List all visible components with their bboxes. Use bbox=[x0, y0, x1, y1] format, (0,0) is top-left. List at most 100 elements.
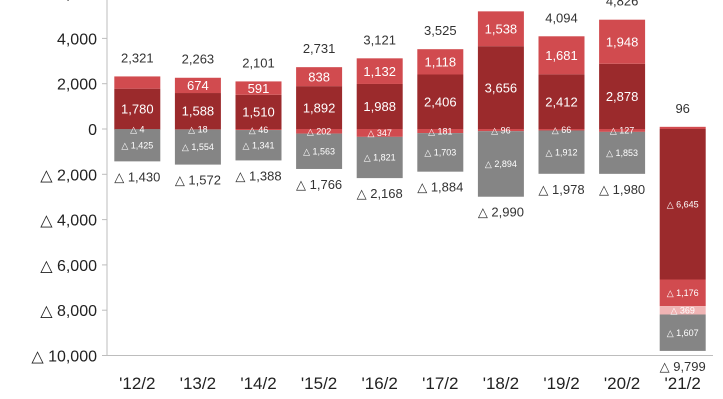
negative-total-label: △ 1,572 bbox=[175, 173, 221, 188]
segment-label: △ 1,607 bbox=[667, 328, 699, 338]
bar-segment bbox=[477, 129, 524, 132]
positive-total-label: 4,826 bbox=[606, 0, 639, 9]
segment-label: 1,780 bbox=[121, 102, 154, 117]
segment-label: △ 1,563 bbox=[303, 147, 335, 157]
segment-label: △ 6,645 bbox=[667, 199, 699, 209]
segment-label: △ 347 bbox=[367, 128, 391, 138]
segment-label: △ 202 bbox=[307, 127, 331, 137]
bar-segment bbox=[114, 129, 161, 162]
negative-total-label: △ 1,430 bbox=[114, 169, 160, 184]
segment-label: △ 96 bbox=[491, 125, 510, 135]
segment-label: △ 1,821 bbox=[364, 153, 396, 163]
bar-segment bbox=[538, 130, 585, 174]
negative-total-label: △ 1,884 bbox=[417, 180, 463, 195]
bar-segment bbox=[114, 88, 161, 129]
segment-label: △ 46 bbox=[249, 125, 268, 135]
bars bbox=[114, 11, 706, 351]
bar-segment bbox=[417, 129, 464, 134]
segment-label: 838 bbox=[308, 69, 330, 84]
negative-total-label: △ 1,980 bbox=[599, 182, 645, 197]
bar-segment bbox=[659, 279, 706, 307]
segment-label: 1,948 bbox=[606, 34, 639, 49]
segment-label: △ 2,894 bbox=[485, 159, 517, 169]
positive-total-label: 2,321 bbox=[121, 50, 154, 65]
bar-segment bbox=[659, 129, 706, 280]
x-tick-label: '14/2 bbox=[240, 374, 276, 393]
bar-segment bbox=[417, 74, 464, 129]
segment-label: △ 1,176 bbox=[667, 288, 699, 298]
segment-label: 3,656 bbox=[485, 80, 518, 95]
x-tick-label: '12/2 bbox=[119, 374, 155, 393]
bar-segment bbox=[659, 314, 706, 351]
x-tick-label: '13/2 bbox=[180, 374, 216, 393]
negative-total-label: △ 2,990 bbox=[478, 205, 524, 220]
y-tick-label: 4,000 bbox=[57, 31, 97, 48]
y-tick-label: △ 10,000 bbox=[31, 349, 97, 366]
segment-label: 1,588 bbox=[182, 104, 215, 119]
negative-total-label: △ 1,978 bbox=[538, 182, 584, 197]
negative-total-label: △ 2,168 bbox=[357, 186, 403, 201]
segment-label: 1,510 bbox=[242, 105, 275, 120]
bar-segment bbox=[114, 76, 161, 89]
segment-label: 1,892 bbox=[303, 100, 336, 115]
bar-segment bbox=[417, 133, 464, 172]
bar-segment bbox=[599, 63, 646, 129]
segment-label: △ 1,853 bbox=[606, 148, 638, 158]
segment-label: 2,406 bbox=[424, 94, 457, 109]
bar-segment bbox=[296, 86, 343, 129]
bar-segment bbox=[235, 94, 282, 129]
x-tick-label: '16/2 bbox=[362, 374, 398, 393]
data-labels: 1,780 △ 4 △ 1,425 2,321 △ 1,430 1,588 674 △ 18 △… bbox=[114, 0, 706, 374]
bar-segment bbox=[235, 81, 282, 95]
positive-total-label: 2,731 bbox=[303, 41, 336, 56]
segment-label: △ 1,341 bbox=[243, 140, 275, 150]
negative-total-label: △ 9,799 bbox=[660, 359, 706, 374]
segment-label: △ 1,554 bbox=[182, 142, 214, 152]
bar-segment bbox=[356, 58, 403, 84]
segment-label: △ 1,425 bbox=[121, 140, 153, 150]
segment-label: 591 bbox=[248, 81, 270, 96]
x-tick-label: '15/2 bbox=[301, 374, 337, 393]
y-tick-label: 6,000 bbox=[57, 0, 97, 3]
bar-segment bbox=[538, 74, 585, 129]
bar-segment bbox=[356, 136, 403, 179]
positive-total-label: 3,525 bbox=[424, 23, 457, 38]
negative-total-label: △ 1,766 bbox=[296, 177, 342, 192]
bar-segment bbox=[599, 129, 646, 132]
y-tick-label: △ 4,000 bbox=[40, 213, 97, 230]
bar-segment bbox=[659, 126, 706, 129]
y-axis: 6,000 4,000 2,000 0 △ 2,000 △ 4,000 △ 6,000 △ 8… bbox=[31, 0, 108, 366]
bar-segment bbox=[174, 77, 221, 94]
segment-label: △ 18 bbox=[188, 124, 207, 134]
bar-segment bbox=[296, 129, 343, 134]
segment-label: △ 127 bbox=[610, 126, 634, 136]
segment-label: 1,538 bbox=[485, 21, 518, 36]
segment-label: △ 66 bbox=[552, 125, 571, 135]
segment-label: 1,132 bbox=[363, 64, 396, 79]
y-tick-label: △ 2,000 bbox=[40, 167, 97, 184]
segment-label: 2,878 bbox=[606, 89, 639, 104]
y-tick-label: 2,000 bbox=[57, 77, 97, 94]
positive-total-label: 2,101 bbox=[242, 55, 275, 70]
bar-segment bbox=[174, 93, 221, 129]
y-tick-label: △ 8,000 bbox=[40, 303, 97, 320]
x-tick-label: '18/2 bbox=[483, 374, 519, 393]
bar-segment bbox=[538, 36, 585, 75]
bar-segment bbox=[599, 19, 646, 64]
segment-label: 2,412 bbox=[545, 94, 578, 109]
bar-segment bbox=[296, 133, 343, 169]
bar-segment bbox=[477, 131, 524, 197]
bar-segment bbox=[296, 67, 343, 87]
bar-segment bbox=[538, 129, 585, 131]
bar-segment bbox=[235, 130, 282, 161]
segment-label: △ 369 bbox=[670, 306, 694, 316]
segment-label: 1,118 bbox=[425, 55, 457, 70]
segment-label: △ 181 bbox=[428, 126, 452, 136]
segment-label: 674 bbox=[187, 78, 209, 93]
bar-segment bbox=[477, 11, 524, 47]
bar-segment bbox=[356, 129, 403, 137]
x-axis: '12/2 '13/2 '14/2 '15/2 '16/2 '17/2 '18/2 '19/2… bbox=[107, 355, 713, 393]
x-tick-label: '17/2 bbox=[422, 374, 458, 393]
bar-segment bbox=[599, 131, 646, 174]
